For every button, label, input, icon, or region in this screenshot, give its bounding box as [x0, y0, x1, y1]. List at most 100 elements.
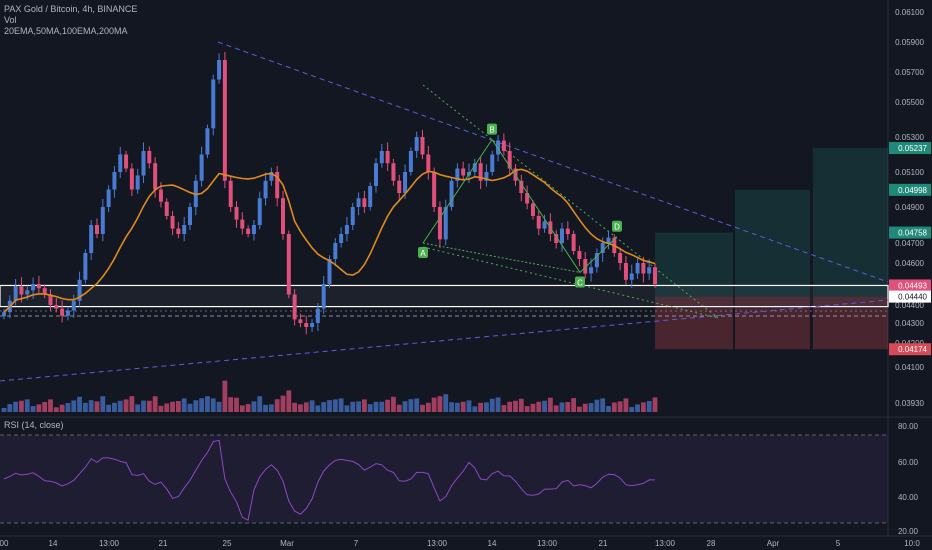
candle-body: [25, 290, 30, 295]
volume-bar: [65, 403, 71, 412]
volume-bar: [112, 402, 117, 412]
candle-body: [414, 137, 419, 151]
candle-body: [391, 163, 396, 181]
candle-body: [577, 251, 582, 259]
volume-bar: [199, 398, 205, 412]
candle-body: [77, 279, 82, 301]
volume-bar: [501, 405, 507, 412]
candle-body: [83, 253, 88, 280]
volume-bar: [507, 401, 513, 412]
volume-bar: [361, 399, 367, 412]
pattern-point-label: C: [577, 278, 583, 287]
pattern-point-marker: [575, 276, 585, 288]
candle-body: [501, 140, 506, 151]
volume-bar: [408, 399, 414, 412]
candle-body: [472, 163, 477, 172]
volume-bar: [338, 398, 344, 412]
pattern-ac: [422, 242, 581, 273]
volume-bar: [222, 380, 228, 412]
rsi-tick-label: 20.00: [898, 527, 919, 536]
volume-bar: [53, 407, 59, 412]
candle-body: [48, 294, 53, 305]
time-tick-label: 28: [707, 539, 716, 548]
candle-body: [13, 286, 18, 301]
volume-bar: [635, 404, 640, 412]
time-tick-label: 13:00: [99, 539, 120, 548]
price-tick-label: 0.05900: [895, 38, 924, 47]
pattern-path: [422, 138, 618, 274]
volume-bar: [216, 401, 222, 412]
price-label: 0.04440: [898, 293, 927, 302]
volume-bar: [454, 402, 460, 412]
time-tick-label: 21: [599, 539, 608, 548]
price-tick-label: 0.04900: [895, 203, 924, 212]
volume-bar: [495, 397, 501, 412]
candle-body: [333, 243, 338, 259]
candle-body: [205, 128, 210, 155]
volume-bar: [175, 401, 181, 412]
candle-body: [292, 294, 297, 320]
pattern-point-label: B: [489, 126, 494, 135]
price-label: 0.04174: [898, 345, 927, 354]
candle-body: [565, 228, 570, 234]
volume-bar: [152, 396, 158, 412]
candle-body: [600, 243, 605, 253]
time-tick-label: 21: [159, 539, 168, 548]
price-tick-label: 0.05300: [895, 133, 924, 142]
candle-body: [629, 273, 634, 280]
volume-bar: [629, 407, 635, 412]
candle-body: [141, 151, 146, 176]
stop-zone: [735, 296, 810, 350]
candle-body: [583, 259, 588, 274]
candle-body: [158, 189, 163, 202]
price-label-box: [889, 343, 931, 356]
volume-bar: [327, 400, 332, 412]
volume-bar: [251, 401, 257, 412]
rsi-tick-label: 40.00: [898, 493, 919, 502]
candle-body: [135, 175, 140, 190]
candle-body: [54, 305, 59, 309]
candle-body: [344, 225, 349, 234]
candle-body: [536, 216, 541, 229]
candle-body: [362, 198, 367, 207]
candle-body: [188, 207, 192, 225]
volume-bar: [547, 397, 553, 412]
volume-bar: [164, 403, 170, 412]
price-tick-label: 0.05700: [895, 68, 924, 77]
price-tick-label: 0.03930: [895, 399, 924, 408]
candle-body: [461, 168, 466, 176]
volume-bar: [257, 396, 263, 412]
candle-body: [350, 207, 355, 225]
price-tick-label: 0.04600: [895, 259, 924, 268]
candle-body: [147, 151, 152, 164]
time-tick-label: Apr: [767, 539, 780, 548]
candle-body: [112, 172, 117, 190]
volume-bar: [1, 408, 7, 412]
volume-bar: [315, 405, 321, 412]
volume-bar: [286, 390, 292, 412]
price-label-box: [889, 226, 931, 239]
candle-body: [397, 180, 402, 193]
time-tick-label: 5: [836, 539, 841, 548]
volume-bar: [234, 397, 239, 412]
candle-body: [403, 172, 408, 193]
candle-body: [519, 180, 524, 193]
candle-body: [106, 189, 111, 207]
volume-bar: [606, 406, 611, 412]
volume-bar: [129, 396, 135, 412]
volume-bar: [24, 399, 30, 412]
price-label: 0.04758: [898, 229, 927, 238]
volume-bar: [565, 402, 571, 412]
candle-body: [490, 154, 495, 172]
candle-body: [379, 151, 384, 164]
volume-bar: [19, 400, 24, 412]
volume-bar: [298, 404, 303, 412]
volume-bar: [344, 405, 350, 412]
candle-body: [432, 172, 437, 207]
volume-bar: [303, 402, 309, 412]
ma-line: [3, 168, 656, 313]
candle-body: [164, 201, 169, 216]
volume-bar: [385, 399, 391, 412]
price-tick-label: 0.04300: [895, 319, 924, 328]
